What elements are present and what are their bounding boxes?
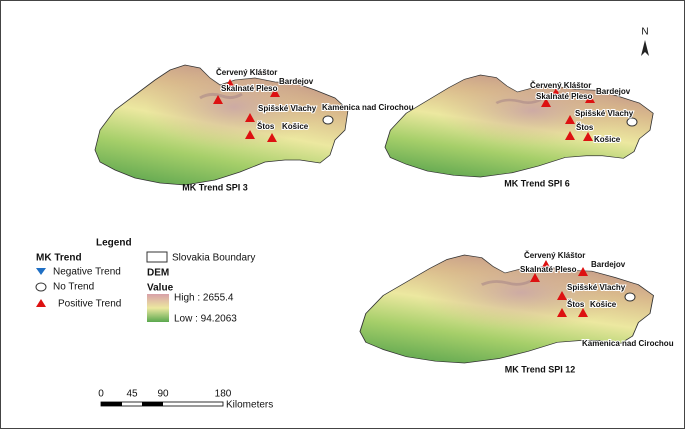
station-label: Štos bbox=[257, 122, 275, 131]
scale-label: 45 bbox=[126, 389, 138, 400]
scale-label: 90 bbox=[157, 389, 169, 400]
station-label: Štos bbox=[567, 300, 585, 309]
station-label: Bardejov bbox=[591, 260, 626, 269]
none-symbol bbox=[35, 282, 47, 292]
legend-label: Positive Trend bbox=[58, 299, 121, 310]
station-label: Červený Kláštor bbox=[524, 251, 585, 260]
positive-symbol bbox=[36, 299, 46, 307]
boundary-symbol bbox=[146, 251, 168, 263]
station-label: Košice bbox=[590, 300, 617, 309]
positive-trend-marker bbox=[565, 131, 575, 140]
station-label: Skalnaté Pleso bbox=[520, 265, 577, 274]
station-label: Červený Kláštor bbox=[216, 68, 277, 77]
positive-trend-marker bbox=[541, 98, 551, 107]
positive-trend-marker bbox=[245, 130, 255, 139]
no-trend-marker bbox=[322, 115, 334, 125]
positive-trend-marker bbox=[530, 273, 540, 282]
legend-label: High : 2655.4 bbox=[174, 293, 234, 304]
positive-trend-marker bbox=[557, 291, 567, 300]
station-label: Skalnaté Pleso bbox=[221, 84, 278, 93]
station-label: Kamenica nad Cirochou bbox=[322, 103, 414, 112]
station-label: Košice bbox=[594, 135, 621, 144]
panel-title: MK Trend SPI 3 bbox=[182, 182, 248, 192]
station-label: Červený Kláštor bbox=[530, 81, 591, 90]
north-arrow: N bbox=[641, 27, 649, 56]
scale-label: 180 bbox=[215, 389, 232, 400]
scale-unit: Kilometers bbox=[226, 400, 273, 411]
legend-label: Value bbox=[147, 283, 174, 294]
high-tatras bbox=[495, 98, 542, 105]
negative-symbol bbox=[36, 268, 46, 275]
north-label: N bbox=[641, 27, 648, 38]
dem-ramp bbox=[147, 294, 169, 322]
positive-trend-marker bbox=[267, 133, 277, 142]
station-label: Kamenica nad Cirochou bbox=[582, 339, 674, 348]
map-panel bbox=[359, 254, 655, 364]
high-tatras bbox=[199, 92, 243, 100]
positive-trend-marker bbox=[557, 308, 567, 317]
legend-label: Low : 94.2063 bbox=[174, 314, 237, 325]
station-label: Spišské Vlachy bbox=[575, 109, 634, 118]
positive-trend-marker bbox=[270, 88, 280, 97]
positive-trend-marker bbox=[541, 260, 551, 269]
no-trend-marker bbox=[626, 117, 638, 127]
map-panel bbox=[94, 64, 349, 186]
map-panel bbox=[384, 74, 654, 178]
positive-trend-marker bbox=[565, 115, 575, 124]
legend-label: Slovakia Boundary bbox=[172, 253, 255, 264]
positive-trend-marker bbox=[585, 94, 595, 103]
scale-label: 0 bbox=[98, 389, 104, 400]
station-label: Štos bbox=[576, 123, 594, 132]
station-label: Spišské Vlachy bbox=[258, 104, 317, 113]
positive-trend-marker bbox=[245, 113, 255, 122]
legend-label: No Trend bbox=[53, 282, 94, 293]
panel-title: MK Trend SPI 6 bbox=[504, 178, 570, 188]
station-label: Spišské Vlachy bbox=[567, 283, 626, 292]
station-label: Bardejov bbox=[596, 87, 631, 96]
positive-trend-marker bbox=[578, 267, 588, 276]
legend-label: Negative Trend bbox=[53, 267, 121, 278]
panel-title: MK Trend SPI 12 bbox=[505, 364, 576, 374]
positive-trend-marker bbox=[213, 95, 223, 104]
legend: Legend MK Trend Negative Trend No Trend … bbox=[35, 238, 255, 325]
station-label: Košice bbox=[282, 122, 309, 131]
legend-label: DEM bbox=[147, 268, 169, 279]
legend-title: Legend bbox=[96, 238, 132, 249]
positive-trend-marker bbox=[551, 88, 561, 97]
scale-bar: 0 45 90 180 Kilometers bbox=[98, 389, 273, 411]
station-label: Bardejov bbox=[279, 77, 314, 86]
positive-trend-marker bbox=[578, 308, 588, 317]
positive-trend-marker bbox=[583, 132, 593, 141]
no-trend-marker bbox=[624, 292, 636, 302]
legend-heading: MK Trend bbox=[36, 253, 82, 264]
positive-trend-marker bbox=[225, 79, 235, 88]
station-label: Skalnaté Pleso bbox=[536, 92, 593, 101]
high-tatras bbox=[480, 279, 532, 286]
